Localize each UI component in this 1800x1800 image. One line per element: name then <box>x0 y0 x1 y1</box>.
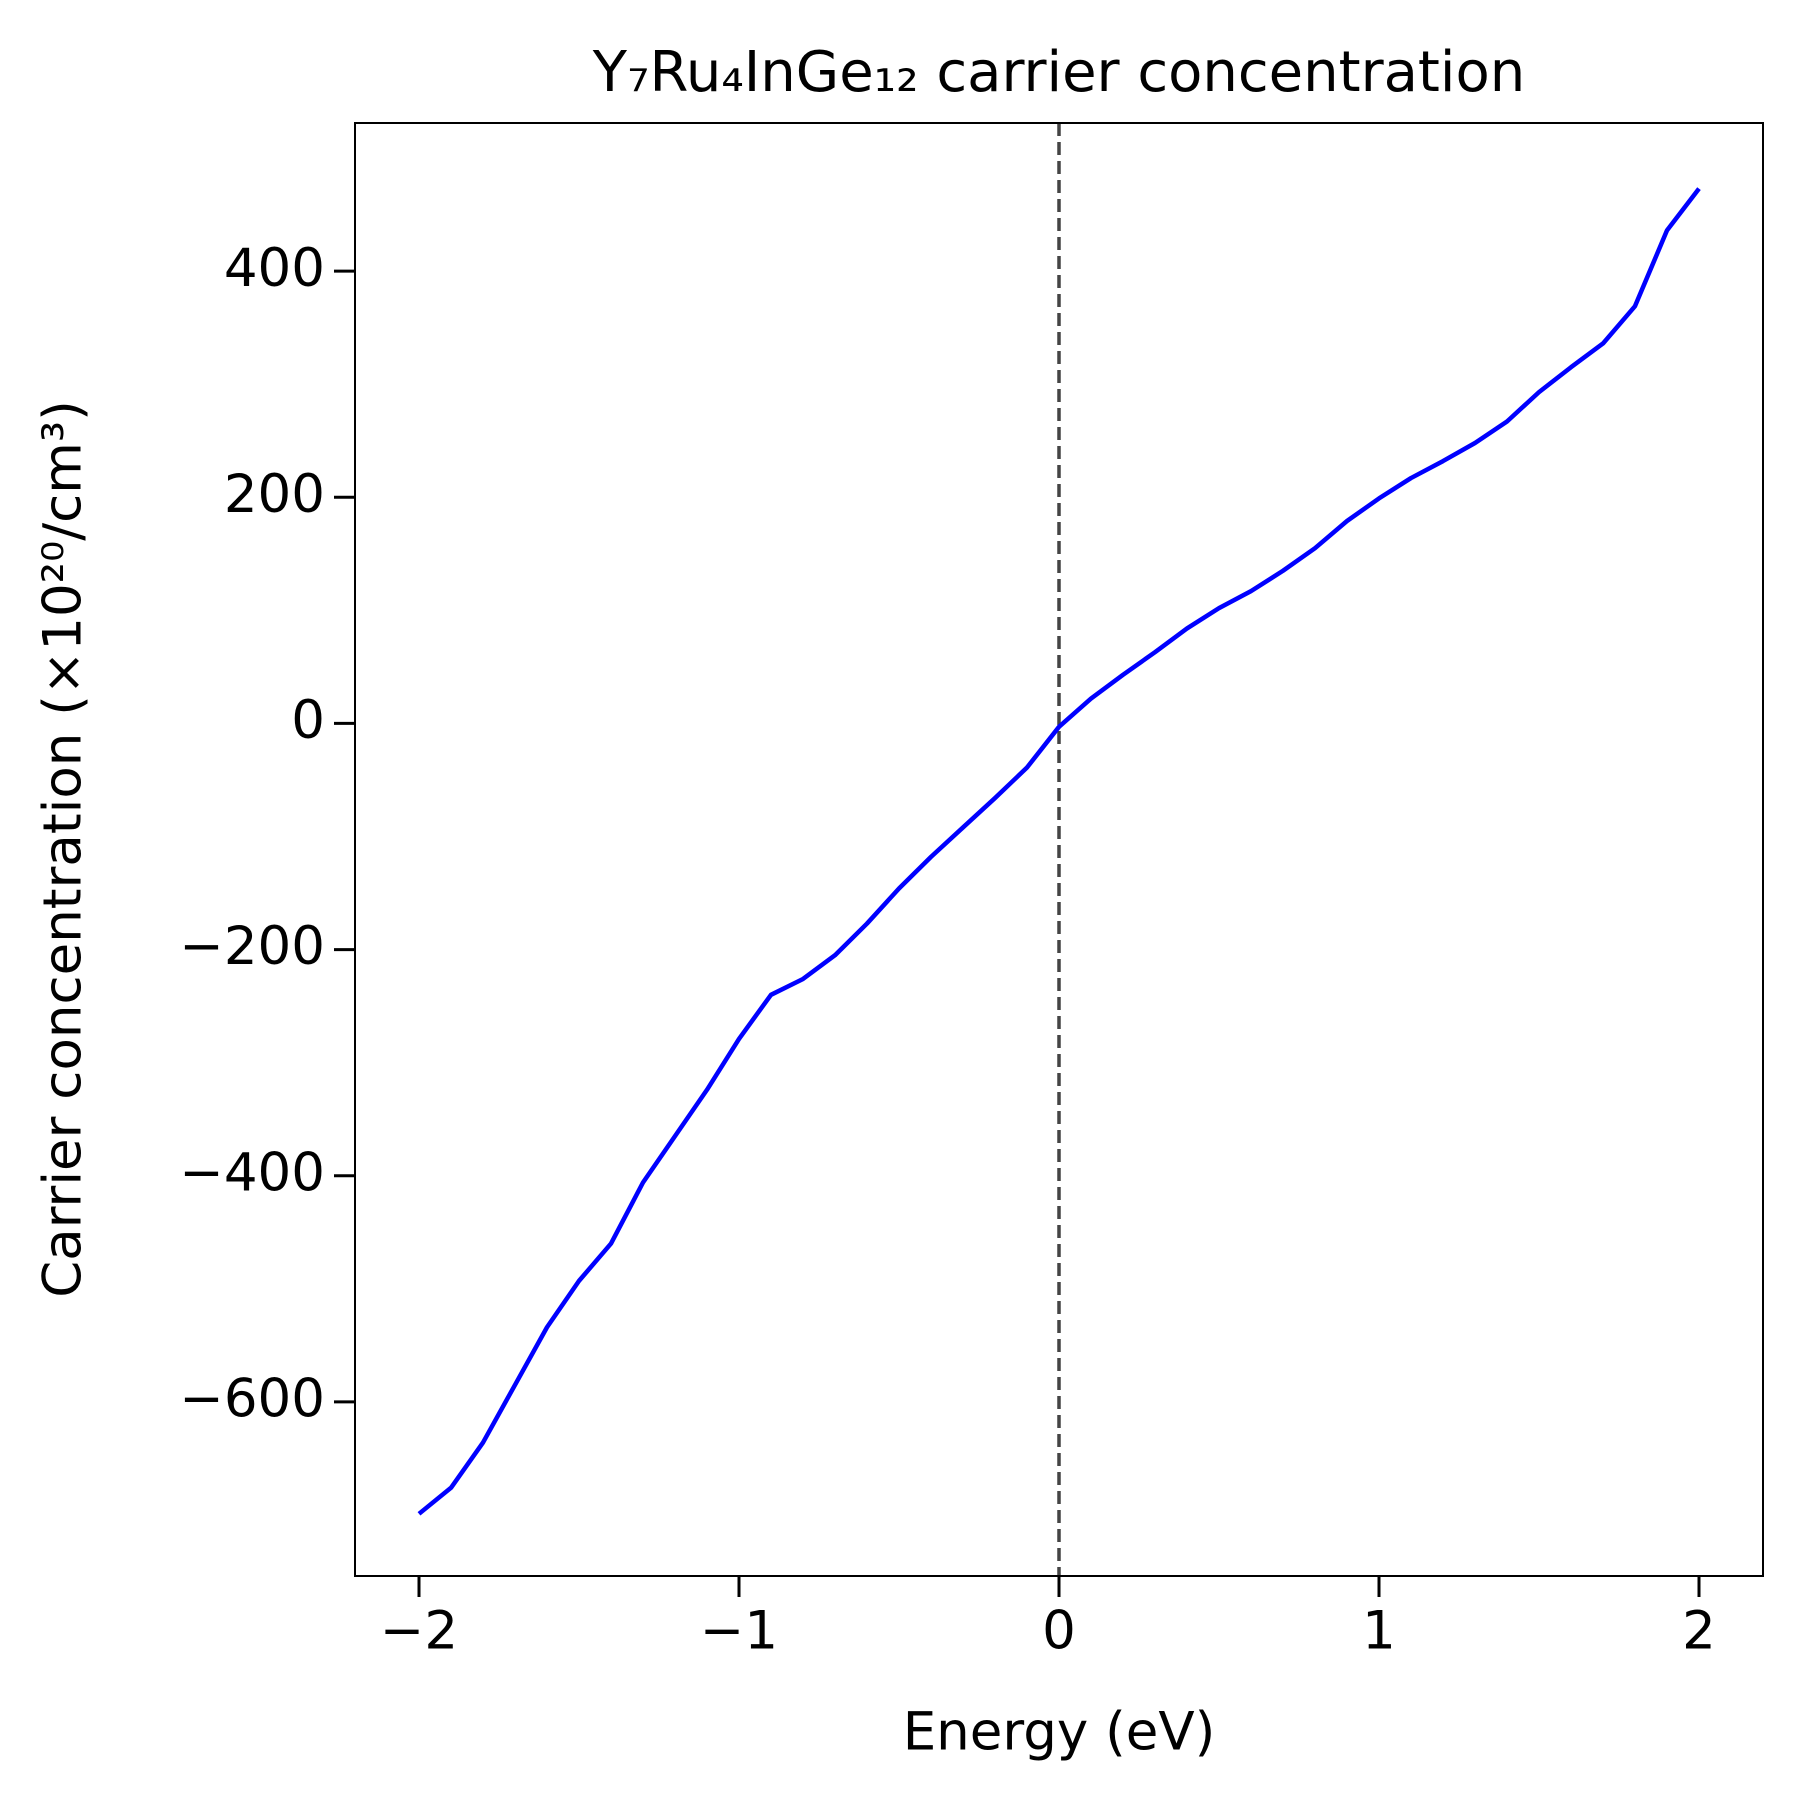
plot-frame <box>354 122 1764 1577</box>
x-tick-label: 2 <box>1682 1601 1716 1662</box>
y-tick-label: 400 <box>224 238 325 299</box>
x-tick-label: 1 <box>1362 1601 1396 1662</box>
data-line <box>417 187 1701 1516</box>
y-tick-label: 0 <box>291 690 325 751</box>
y-tick-label: −400 <box>179 1142 325 1203</box>
x-tick-label: 0 <box>1042 1601 1076 1662</box>
x-tick-label: −1 <box>700 1601 778 1662</box>
x-tick-label: −2 <box>380 1601 458 1662</box>
chart-title: Y₇Ru₄InGe₁₂ carrier concentration <box>592 40 1525 105</box>
x-axis-label: Energy (eV) <box>903 1702 1216 1763</box>
y-tick-label: −600 <box>179 1369 325 1430</box>
y-tick-label: −200 <box>179 916 325 977</box>
y-axis-label: Carrier concentration (×10²⁰/cm³) <box>33 400 94 1298</box>
y-tick-label: 200 <box>224 464 325 525</box>
